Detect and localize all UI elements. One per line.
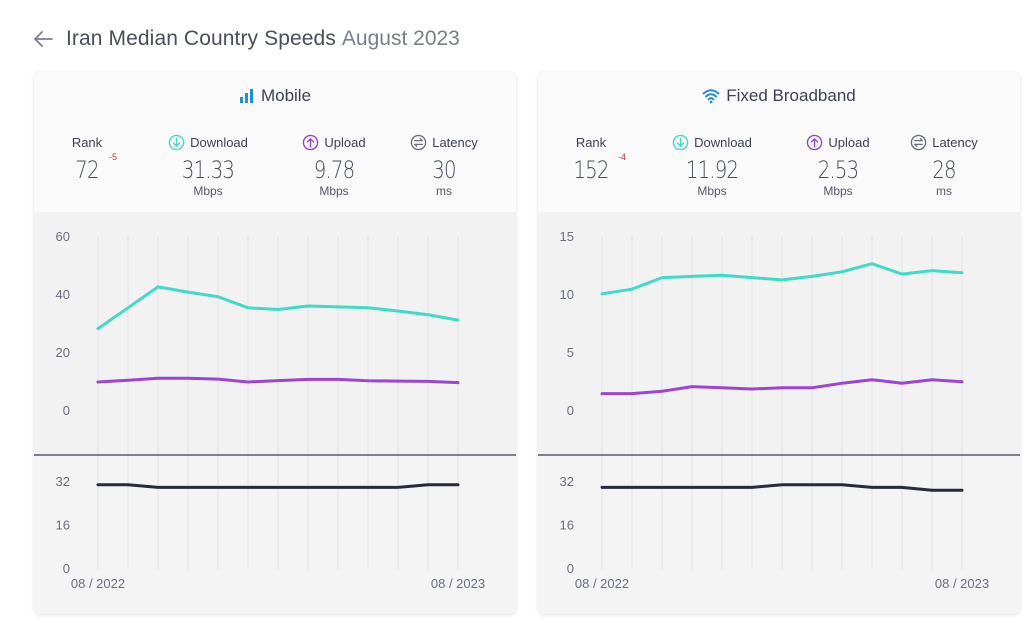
mobile-panel: Mobile Rank 72 -5 Download 31.33 Mbps (34, 72, 516, 614)
arrow-down-circle-icon (672, 134, 689, 150)
y-tick-label: 16 (56, 518, 70, 533)
page-title: Iran Median Country Speeds (66, 27, 336, 50)
latency-series-line (96, 483, 460, 489)
upload-series-line (96, 376, 460, 385)
latency-label-text: Latency (932, 134, 978, 150)
mobile-charts: 0 20 40 60 0 16 32 08 / 2022 08 / 2023 (34, 212, 516, 614)
fixed-upload: Upload 2.53 Mbps (783, 132, 893, 198)
x-end-label: 08 / 2023 (431, 576, 485, 591)
fixed-rank: Rank 152 -4 (558, 132, 627, 185)
page-subtitle: August 2023 (341, 27, 460, 50)
upload-unit: Mbps (823, 184, 853, 198)
latency-chart-area (538, 455, 1020, 614)
mobile-latency: Latency 30 ms (394, 132, 494, 198)
wifi-icon (702, 89, 720, 104)
y-tick-label: 20 (56, 345, 70, 360)
latency-label: Latency (394, 132, 494, 152)
fixed-summary: Fixed Broadband Rank 152 -4 Download 11.… (538, 72, 1020, 212)
y-tick-label: 15 (560, 229, 574, 244)
arrow-left-icon[interactable] (32, 27, 56, 51)
y-tick-label: 10 (560, 287, 574, 302)
upload-series-line (600, 378, 964, 396)
upload-value: 2.53 (817, 156, 859, 184)
download-unit: Mbps (193, 184, 223, 198)
download-label-text: Download (694, 134, 752, 150)
download-unit: Mbps (697, 184, 727, 198)
download-value: 11.92 (685, 156, 739, 184)
latency-value: 28 (932, 156, 956, 184)
upload-value: 9.78 (313, 156, 355, 184)
mobile-title-text: Mobile (260, 86, 312, 105)
y-tick-label: 5 (567, 345, 574, 360)
arrow-down-circle-icon (168, 134, 185, 150)
y-tick-label: 16 (560, 518, 574, 533)
mobile-download: Download 31.33 Mbps (148, 132, 268, 198)
upload-label: Upload (279, 132, 389, 152)
rank-label: Rank (71, 134, 103, 150)
latency-chart-area (34, 455, 516, 614)
download-series-line (96, 285, 460, 331)
mobile-panel-title: Mobile (34, 86, 516, 106)
y-tick-label: 32 (560, 474, 574, 489)
y-tick-label: 0 (567, 403, 574, 418)
rank-value: 152 (573, 156, 609, 184)
rank-change: -4 (618, 152, 627, 162)
latency-arrows-circle-icon (910, 134, 927, 150)
fixed-charts: 0 5 10 15 0 16 32 08 / 2022 08 / 2023 (538, 212, 1020, 614)
download-label-text: Download (190, 134, 248, 150)
y-tick-label: 40 (56, 287, 70, 302)
x-start-label: 08 / 2022 (575, 576, 629, 591)
speed-chart-area (34, 212, 516, 455)
fixed-panel-title: Fixed Broadband (538, 86, 1020, 106)
arrow-up-circle-icon (303, 134, 319, 150)
mobile-summary: Mobile Rank 72 -5 Download 31.33 Mbps (34, 72, 516, 212)
latency-label: Latency (894, 132, 994, 152)
fixed-download: Download 11.92 Mbps (652, 132, 772, 198)
latency-label-text: Latency (432, 134, 478, 150)
rank-change: -5 (109, 152, 118, 162)
speed-chart-area (538, 212, 1020, 455)
latency-series-line (600, 483, 964, 492)
y-tick-label: 0 (63, 561, 70, 576)
upload-label: Upload (783, 132, 893, 152)
arrow-up-circle-icon (807, 134, 823, 150)
rank-value: 72 (75, 156, 99, 184)
fixed-broadband-panel: Fixed Broadband Rank 152 -4 Download 11.… (538, 72, 1020, 614)
x-end-label: 08 / 2023 (935, 576, 989, 591)
mobile-rank: Rank 72 -5 (54, 132, 120, 185)
y-tick-label: 60 (56, 229, 70, 244)
y-tick-label: 32 (56, 474, 70, 489)
mobile-upload: Upload 9.78 Mbps (279, 132, 389, 198)
upload-unit: Mbps (319, 184, 349, 198)
y-tick-label: 0 (63, 403, 70, 418)
upload-label-text: Upload (324, 134, 366, 150)
latency-arrows-circle-icon (410, 134, 427, 150)
upload-label-text: Upload (828, 134, 870, 150)
download-label: Download (652, 132, 772, 152)
signal-bars-icon (239, 89, 253, 103)
x-start-label: 08 / 2022 (71, 576, 125, 591)
latency-unit: ms (436, 184, 452, 198)
download-label: Download (148, 132, 268, 152)
fixed-title-text: Fixed Broadband (726, 86, 856, 105)
rank-label: Rank (575, 134, 607, 150)
fixed-latency: Latency 28 ms (894, 132, 994, 198)
latency-unit: ms (936, 184, 952, 198)
page-header: Iran Median Country Speeds August 2023 (32, 22, 460, 56)
y-tick-label: 0 (567, 561, 574, 576)
download-value: 31.33 (181, 156, 235, 184)
download-series-line (600, 262, 964, 296)
latency-value: 30 (432, 156, 456, 184)
